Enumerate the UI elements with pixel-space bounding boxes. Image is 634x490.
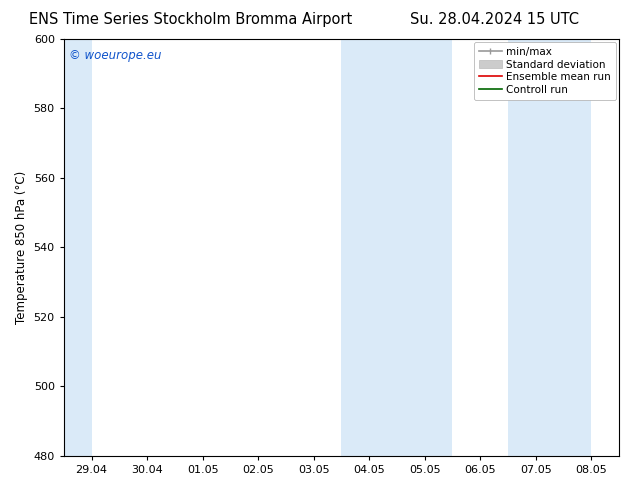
Bar bbox=[508, 39, 592, 456]
Y-axis label: Temperature 850 hPa (°C): Temperature 850 hPa (°C) bbox=[15, 171, 28, 324]
Text: Su. 28.04.2024 15 UTC: Su. 28.04.2024 15 UTC bbox=[410, 12, 579, 27]
Legend: min/max, Standard deviation, Ensemble mean run, Controll run: min/max, Standard deviation, Ensemble me… bbox=[474, 42, 616, 100]
Bar bbox=[342, 39, 453, 456]
Bar bbox=[64, 39, 91, 456]
Text: © woeurope.eu: © woeurope.eu bbox=[69, 49, 162, 62]
Text: ENS Time Series Stockholm Bromma Airport: ENS Time Series Stockholm Bromma Airport bbox=[29, 12, 352, 27]
